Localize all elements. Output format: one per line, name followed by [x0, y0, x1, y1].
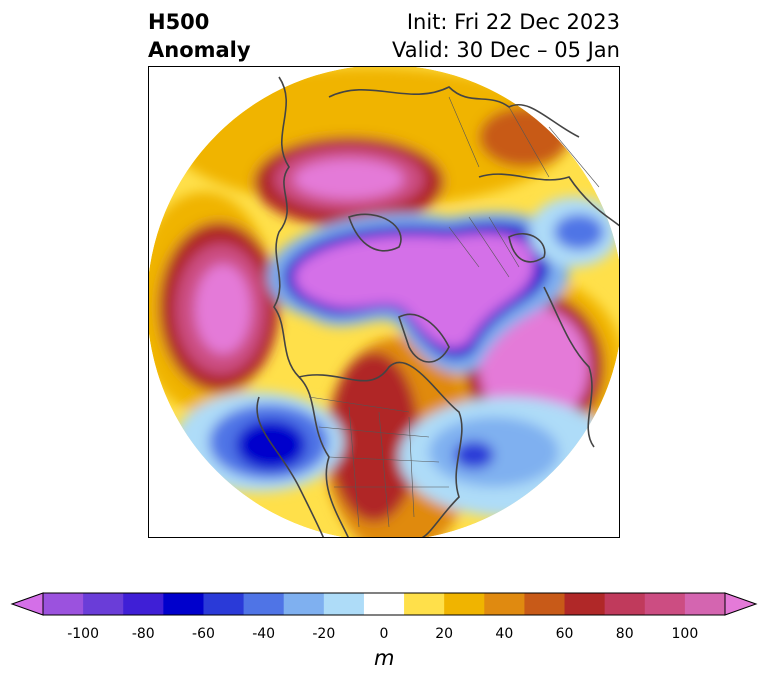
- colorbar-cell: [484, 593, 525, 615]
- colorbar-cell: [83, 593, 124, 615]
- map-subtitle: Init: Fri 22 Dec 2023 Valid: 30 Dec – 05…: [392, 8, 620, 64]
- colorbar-tick-label: 80: [615, 626, 634, 642]
- colorbar-cell: [404, 593, 445, 615]
- anomaly-map: [148, 66, 620, 538]
- colorbar-tick-label: -100: [67, 626, 99, 642]
- colorbar-cell: [644, 593, 686, 615]
- colorbar-unit: m: [374, 646, 395, 670]
- colorbar-cell: [684, 593, 726, 615]
- colorbar-tick-label: -20: [312, 626, 336, 642]
- colorbar-cell: [524, 593, 566, 615]
- colorbar-cell: [203, 593, 245, 615]
- colorbar-cell: [283, 593, 325, 615]
- colorbar-extend-min: [10, 592, 44, 616]
- title-line-2: Anomaly: [148, 38, 251, 62]
- valid-range: Valid: 30 Dec – 05 Jan: [391, 38, 620, 62]
- colorbar-cells: [43, 593, 726, 615]
- colorbar-tick-label: 20: [435, 626, 454, 642]
- colorbar-tick-label: -80: [131, 626, 155, 642]
- map-title: H500 Anomaly: [148, 8, 251, 64]
- colorbar-cell: [444, 593, 485, 615]
- init-date: Init: Fri 22 Dec 2023: [406, 10, 620, 34]
- coastlines: [256, 76, 619, 537]
- colorbar: [10, 592, 758, 616]
- colorbar-cell: [323, 593, 365, 615]
- colorbar-cell: [243, 593, 285, 615]
- colorbar-cell: [163, 593, 204, 615]
- map-svg: [149, 67, 619, 537]
- colorbar-tick-label: 60: [555, 626, 574, 642]
- anomaly-field: [149, 67, 619, 537]
- colorbar-cell: [604, 593, 646, 615]
- title-line-1: H500: [148, 10, 210, 34]
- colorbar-tick-label: 40: [495, 626, 514, 642]
- colorbar-cell: [564, 593, 606, 615]
- borders: [308, 96, 600, 528]
- colorbar-cell: [123, 593, 164, 615]
- colorbar-tick-label: -40: [252, 626, 276, 642]
- colorbar-tick-label: 100: [671, 626, 699, 642]
- colorbar-tick-label: 0: [379, 626, 389, 642]
- colorbar-cell: [43, 593, 84, 615]
- colorbar-tick-label: -60: [192, 626, 215, 642]
- colorbar-cell: [363, 593, 405, 615]
- colorbar-extend-max: [724, 592, 758, 616]
